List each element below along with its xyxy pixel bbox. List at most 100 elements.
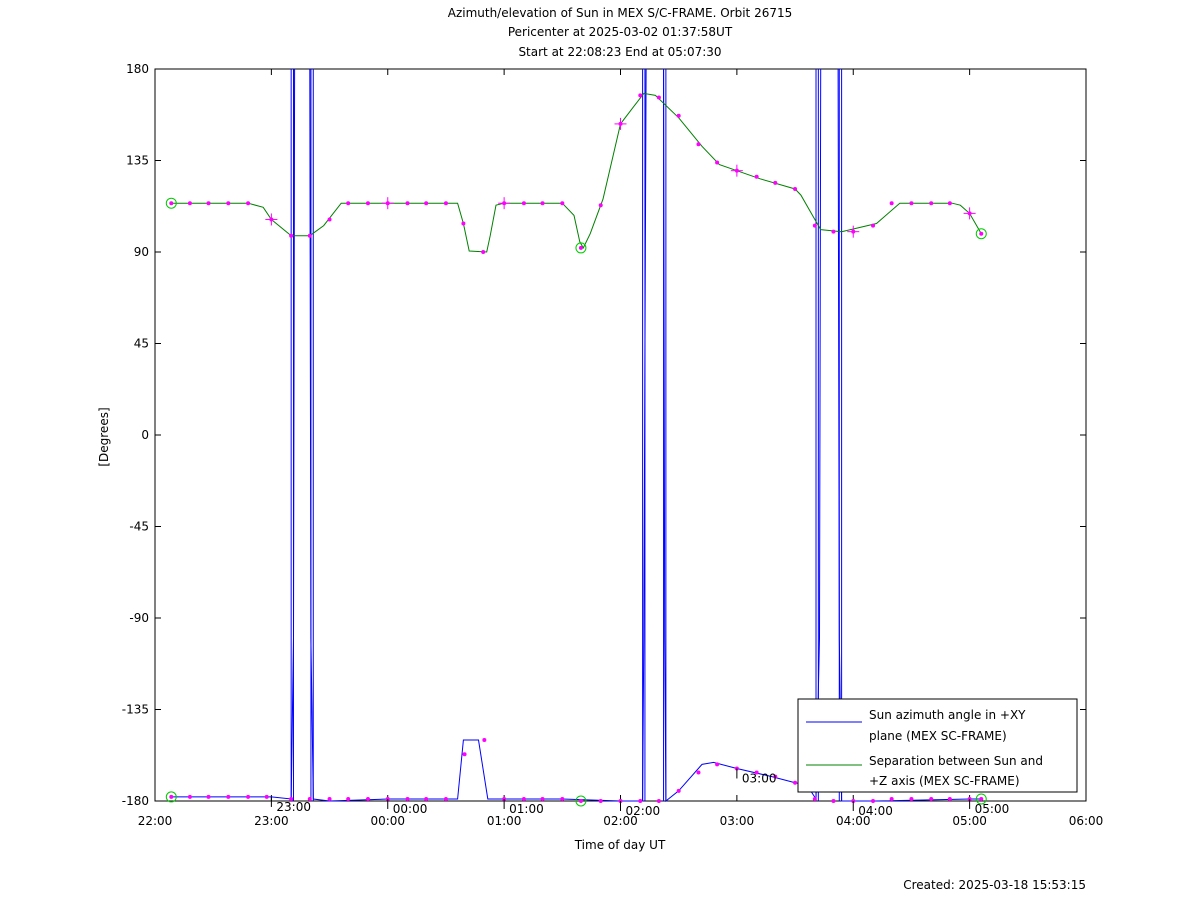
separation-marker <box>793 186 798 191</box>
separation-marker <box>929 201 934 206</box>
azimuth-marker <box>521 796 526 801</box>
separation-marker <box>715 160 720 165</box>
separation-marker <box>889 201 894 206</box>
hour-label: 01:00 <box>509 802 544 816</box>
azimuth-marker <box>754 770 759 775</box>
separation-marker <box>638 93 643 98</box>
chart-title: Azimuth/elevation of Sun in MEX S/C-FRAM… <box>448 6 793 59</box>
hour-label: 02:00 <box>626 804 661 818</box>
x-tick-label: 01:00 <box>487 814 522 828</box>
legend-box <box>797 698 1078 793</box>
hour-label: 00:00 <box>393 802 428 816</box>
event-circle-marker <box>165 197 177 209</box>
azimuth-marker <box>405 796 410 801</box>
x-axis: 22:00 23:00 00:00 01:00 02:00 03:00 04:00 05:00… <box>138 69 1104 828</box>
hour-label: 03:00 <box>742 771 777 785</box>
azimuth-marker <box>246 794 251 799</box>
separation-marker <box>289 233 294 238</box>
y-axis: 180 135 90 45 0 -45 -90 -135 -180 <box>122 62 1086 808</box>
azimuth-marker <box>979 796 984 801</box>
x-tick-label: 22:00 <box>138 814 173 828</box>
separation-marker <box>560 201 565 206</box>
separation-marker <box>481 250 486 254</box>
separation-marker <box>424 201 429 206</box>
x-tick-label: 23:00 <box>254 814 289 828</box>
separation-marker <box>831 229 836 234</box>
separation-marker <box>676 113 681 118</box>
legend: Sun azimuth angle in +XY plane (MEX SC-F… <box>797 698 1078 793</box>
marker-layer <box>165 93 987 807</box>
azimuth-marker <box>656 799 661 803</box>
azimuth-marker <box>598 799 603 803</box>
y-tick-label: 45 <box>134 337 149 351</box>
legend-label-azimuth-line-2: plane (MEX SC-FRAME) <box>869 729 1007 743</box>
azimuth-marker <box>793 780 798 785</box>
azimuth-marker <box>264 794 269 799</box>
azimuth-marker <box>676 788 681 793</box>
x-tick-label: 02:00 <box>603 814 638 828</box>
azimuth-marker <box>206 794 211 799</box>
legend-label-separation-line-1: Separation between Sun and <box>869 754 1043 768</box>
azimuth-marker <box>947 796 952 801</box>
event-circle-marker <box>575 795 587 807</box>
separation-series-line <box>171 92 982 253</box>
y-tick-label: 0 <box>141 428 149 442</box>
y-tick-label: -180 <box>122 794 149 808</box>
separation-marker <box>169 201 174 206</box>
azimuth-marker <box>871 799 876 803</box>
title-line-2: Pericenter at 2025-03-02 01:37:58UT <box>508 25 733 39</box>
azimuth-marker <box>889 796 894 801</box>
separation-marker <box>812 223 817 228</box>
y-tick-label: 90 <box>134 245 149 259</box>
azimuth-marker <box>169 794 174 799</box>
legend-label-separation-line-2: +Z axis (MEX SC-FRAME) <box>869 774 1020 788</box>
hour-label: 04:00 <box>858 804 893 818</box>
azimuth-marker <box>812 796 817 801</box>
separation-marker <box>947 201 952 206</box>
y-tick-label: -90 <box>129 611 149 625</box>
separation-marker <box>871 223 876 228</box>
hour-label: 05:00 <box>975 802 1010 816</box>
azimuth-marker <box>443 796 448 801</box>
separation-marker <box>773 180 778 185</box>
azimuth-marker <box>482 738 487 742</box>
separation-marker <box>696 142 701 147</box>
separation-marker <box>246 201 251 206</box>
azimuth-marker <box>187 794 192 799</box>
azimuth-marker <box>715 762 720 767</box>
azimuth-marker <box>424 796 429 801</box>
title-line-1: Azimuth/elevation of Sun in MEX S/C-FRAM… <box>448 6 793 20</box>
azimuth-marker <box>307 796 312 801</box>
legend-label-azimuth-line-1: Sun azimuth angle in +XY <box>869 708 1026 722</box>
title-line-3: Start at 22:08:23 End at 05:07:30 <box>518 45 721 59</box>
x-tick-label: 00:00 <box>370 814 405 828</box>
azimuth-marker <box>929 796 934 801</box>
azimuth-marker <box>831 799 836 803</box>
separation-marker <box>521 201 526 206</box>
event-circle-marker <box>975 793 987 805</box>
event-circle-marker <box>165 791 177 803</box>
azimuth-marker <box>773 774 778 779</box>
separation-marker <box>578 245 583 250</box>
azimuth-marker <box>638 799 643 803</box>
created-timestamp: Created: 2025-03-18 15:53:15 <box>903 878 1086 892</box>
azimuth-marker <box>578 799 583 803</box>
hour-label-layer: 23:00 00:00 01:00 02:00 03:00 04:00 05:00 <box>270 768 1010 818</box>
azimuth-series-line <box>171 68 296 800</box>
azimuth-series-line <box>663 68 822 803</box>
separation-marker <box>405 201 410 206</box>
azimuth-marker <box>696 770 701 775</box>
hour-label: 23:00 <box>276 800 311 814</box>
series-layer <box>171 68 982 803</box>
azimuth-marker <box>289 796 294 801</box>
separation-marker <box>226 201 231 206</box>
event-circle-marker <box>975 228 987 240</box>
azimuth-marker <box>560 796 565 801</box>
separation-marker <box>365 201 370 206</box>
x-tick-label: 06:00 <box>1069 814 1104 828</box>
azimuth-marker <box>909 796 914 801</box>
x-tick-label: 04:00 <box>836 814 871 828</box>
azimuth-marker <box>365 796 370 801</box>
separation-marker <box>443 201 448 206</box>
